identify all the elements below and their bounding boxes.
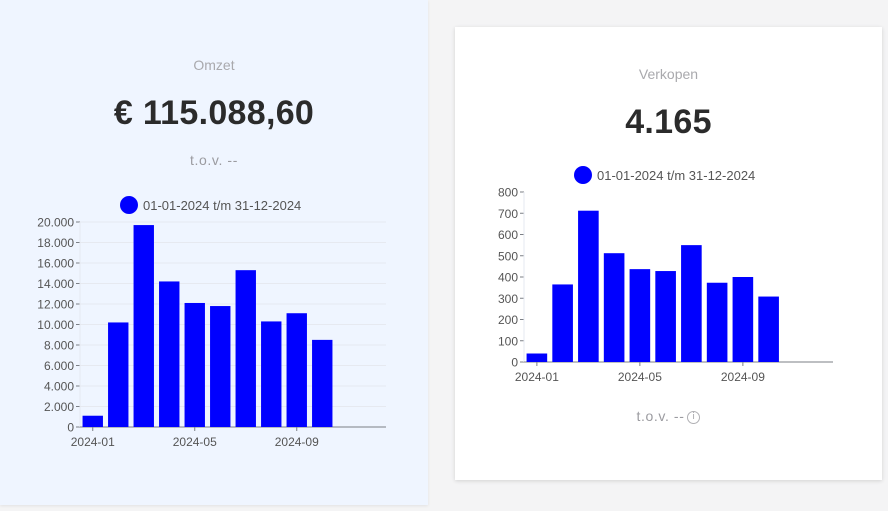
- bar-2024-02: [552, 284, 573, 362]
- y-tick-label: 2.000: [44, 400, 74, 414]
- info-icon[interactable]: i: [687, 410, 701, 424]
- bar-2024-08: [261, 321, 282, 427]
- bar-2024-07: [681, 245, 702, 362]
- y-tick-label: 8.000: [44, 339, 74, 353]
- bar-2024-02: [108, 322, 129, 427]
- bar-2024-10: [758, 296, 779, 362]
- y-tick-label: 300: [498, 292, 518, 306]
- legend-label: 01-01-2024 t/m 31-12-2024: [597, 168, 755, 183]
- bar-2024-10: [312, 339, 333, 427]
- verkopen-compare: t.o.v. -- i: [455, 408, 882, 424]
- bar-2024-05: [184, 302, 205, 427]
- y-tick-label: 12.000: [37, 298, 74, 312]
- bar-2024-01: [526, 353, 548, 362]
- y-tick-label: 100: [498, 334, 518, 348]
- bar-2024-06: [210, 306, 231, 427]
- x-tick-label: 2024-05: [173, 435, 217, 449]
- y-tick-label: 700: [498, 207, 518, 221]
- y-tick-label: 14.000: [37, 277, 74, 291]
- y-tick-label: 200: [498, 313, 518, 327]
- bar-2024-05: [629, 269, 651, 362]
- verkopen-chart: 01-01-2024 t/m 31-12-2024 0 100 200 300 400 50…: [498, 166, 833, 384]
- bar-2024-09: [286, 313, 307, 427]
- y-tick-label: 10.000: [37, 318, 74, 332]
- y-tick-label: 400: [498, 271, 518, 285]
- bar-2024-04: [603, 253, 625, 362]
- verkopen-title: Verkopen: [638, 66, 699, 82]
- x-tick-label: 2024-09: [721, 370, 765, 384]
- verkopen-card: Verkopen 4.165 t.o.v. -- i 01-01-2024 t/m…: [455, 27, 882, 480]
- omzet-compare: t.o.v. --: [190, 152, 238, 168]
- y-tick-label: 600: [498, 228, 518, 242]
- bar-2024-07: [235, 270, 256, 427]
- verkopen-compare-text: t.o.v. --: [636, 408, 685, 424]
- x-tick-label: 2024-01: [515, 370, 559, 384]
- legend-label: 01-01-2024 t/m 31-12-2024: [143, 198, 301, 213]
- y-tick-label: 0: [67, 421, 74, 435]
- x-tick-label: 2024-01: [71, 435, 115, 449]
- bar-2024-09: [732, 277, 754, 362]
- omzet-title: Omzet: [193, 57, 235, 73]
- bar-2024-03: [133, 225, 154, 427]
- y-tick-label: 0: [511, 356, 518, 370]
- x-tick-label: 2024-05: [618, 370, 662, 384]
- omzet-chart: 01-01-2024 t/m 31-12-2024 0 2.000 4.000 6.00…: [37, 196, 386, 449]
- omzet-value: € 115.088,60: [113, 94, 315, 132]
- verkopen-value: 4.165: [625, 103, 712, 141]
- bar-2024-04: [159, 281, 180, 427]
- omzet-card: Omzet € 115.088,60 t.o.v. -- 01-01-2024 …: [0, 0, 428, 505]
- legend-swatch: [120, 196, 138, 214]
- bar-2024-06: [655, 271, 676, 362]
- bar-2024-08: [706, 282, 728, 362]
- y-tick-label: 500: [498, 249, 518, 263]
- bar-2024-01: [82, 415, 103, 427]
- y-tick-label: 4.000: [44, 380, 74, 394]
- x-tick-label: 2024-09: [275, 435, 319, 449]
- y-tick-label: 6.000: [44, 359, 74, 373]
- y-tick-label: 16.000: [37, 257, 74, 271]
- legend-swatch: [574, 166, 592, 184]
- y-tick-label: 800: [498, 186, 518, 200]
- bar-2024-03: [578, 210, 599, 362]
- y-tick-label: 18.000: [37, 236, 74, 250]
- y-tick-label: 20.000: [37, 216, 74, 230]
